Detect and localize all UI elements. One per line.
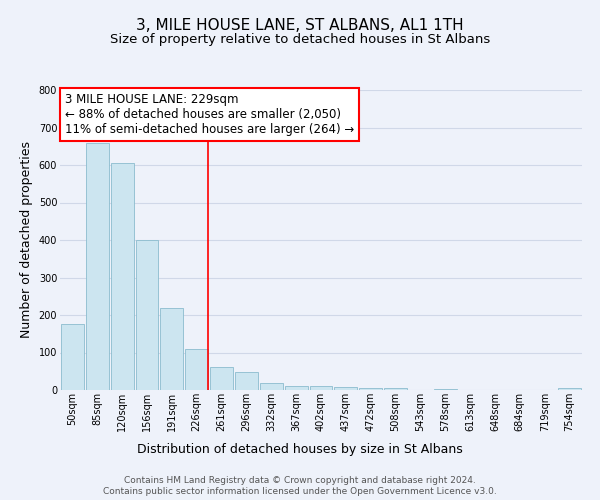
Bar [111, 163, 134, 390]
Text: 3, MILE HOUSE LANE, ST ALBANS, AL1 1TH: 3, MILE HOUSE LANE, ST ALBANS, AL1 1TH [136, 18, 464, 32]
Bar [235, 372, 258, 390]
Text: 3 MILE HOUSE LANE: 229sqm
← 88% of detached houses are smaller (2,050)
11% of se: 3 MILE HOUSE LANE: 229sqm ← 88% of detac… [65, 93, 355, 136]
Bar [185, 349, 208, 390]
Bar [558, 388, 581, 390]
Bar [285, 386, 308, 390]
Bar [384, 388, 407, 390]
Text: Contains HM Land Registry data © Crown copyright and database right 2024.: Contains HM Land Registry data © Crown c… [124, 476, 476, 485]
Text: Contains public sector information licensed under the Open Government Licence v3: Contains public sector information licen… [103, 488, 497, 496]
Bar [310, 386, 332, 390]
Bar [136, 240, 158, 390]
Bar [210, 367, 233, 390]
Bar [260, 383, 283, 390]
Text: Size of property relative to detached houses in St Albans: Size of property relative to detached ho… [110, 32, 490, 46]
Y-axis label: Number of detached properties: Number of detached properties [20, 142, 33, 338]
Bar [86, 142, 109, 390]
Bar [434, 388, 457, 390]
Bar [160, 308, 183, 390]
Text: Distribution of detached houses by size in St Albans: Distribution of detached houses by size … [137, 442, 463, 456]
Bar [334, 387, 357, 390]
Bar [61, 324, 84, 390]
Bar [359, 388, 382, 390]
